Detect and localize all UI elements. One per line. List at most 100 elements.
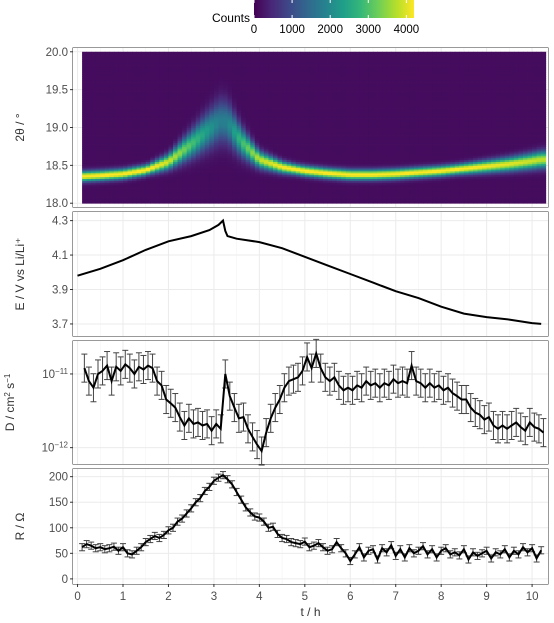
heatmap-cell <box>359 127 365 130</box>
heatmap-cell <box>286 57 292 60</box>
heatmap-cell <box>213 152 219 155</box>
heatmap-cell <box>318 99 324 102</box>
heatmap-cell <box>341 150 347 153</box>
heatmap-cell <box>263 186 269 189</box>
heatmap-cell <box>323 87 328 91</box>
heatmap-cell <box>191 159 197 162</box>
heatmap-cell <box>104 193 110 197</box>
heatmap-cell <box>291 57 297 60</box>
heatmap-cell <box>195 118 201 121</box>
heatmap-cell <box>209 57 215 60</box>
heatmap-cell <box>263 127 269 130</box>
heatmap-cell <box>150 89 156 92</box>
heatmap-cell <box>150 102 156 106</box>
heatmap-cell <box>263 53 269 56</box>
heatmap-cell <box>254 70 260 73</box>
heatmap-cell <box>345 140 351 144</box>
heatmap-cell <box>273 157 278 161</box>
heatmap-cell <box>254 82 260 85</box>
heatmap-cell <box>82 97 88 100</box>
heatmap-cell <box>123 108 128 111</box>
heatmap-cell <box>295 95 301 98</box>
heatmap-cell <box>145 97 151 100</box>
heatmap-cell <box>313 142 319 145</box>
heatmap-cell <box>318 140 324 144</box>
heatmap-cell <box>309 102 315 106</box>
heatmap-cell <box>118 123 124 126</box>
heatmap-cell <box>241 82 247 85</box>
heatmap-cell <box>136 186 142 189</box>
heatmap-cell <box>95 102 101 106</box>
heatmap-cell <box>354 129 360 132</box>
heatmap-cell <box>100 127 106 130</box>
heatmap-cell <box>254 89 260 92</box>
heatmap-cell <box>209 189 215 193</box>
heatmap-cell <box>213 72 219 75</box>
heatmap-cell <box>132 171 138 174</box>
heatmap-cell <box>309 155 315 159</box>
heatmap-cell <box>273 193 278 197</box>
heatmap-cell <box>254 99 260 102</box>
heatmap-cell <box>82 191 88 195</box>
heatmap-cell <box>277 195 283 198</box>
heatmap-cell <box>173 201 178 204</box>
heatmap-cell <box>204 76 210 79</box>
heatmap-cell <box>141 110 147 113</box>
heatmap-cell <box>113 142 119 145</box>
heatmap-cell <box>191 121 197 125</box>
heatmap-cell <box>300 161 306 164</box>
heatmap-cell <box>295 176 301 179</box>
heatmap-cell <box>227 159 233 162</box>
heatmap-cell <box>291 171 297 174</box>
heatmap-cell <box>173 102 178 106</box>
heatmap-cell <box>341 65 347 68</box>
heatmap-cell <box>186 83 192 87</box>
heatmap-cell <box>291 161 297 164</box>
heatmap-cell <box>113 180 119 183</box>
heatmap-cell <box>136 76 142 79</box>
heatmap-cell <box>354 188 360 191</box>
heatmap-cell <box>304 197 310 200</box>
heatmap-cell <box>104 99 110 102</box>
heatmap-cell <box>291 125 297 128</box>
heatmap-cell <box>91 102 97 106</box>
heatmap-cell <box>159 106 165 109</box>
heatmap-cell <box>354 66 360 70</box>
heatmap-cell <box>195 159 201 162</box>
heatmap-cell <box>213 99 219 102</box>
heatmap-cell <box>218 61 224 64</box>
heatmap-cell <box>132 165 138 168</box>
heatmap-cell <box>141 51 147 55</box>
heatmap-cell <box>345 93 351 96</box>
heatmap-cell <box>254 123 260 126</box>
heatmap-cell <box>277 61 283 64</box>
heatmap-cell <box>86 188 92 191</box>
heatmap-cell <box>191 136 197 140</box>
heatmap-cell <box>86 97 92 100</box>
heatmap-cell <box>186 176 192 179</box>
heatmap-cell <box>195 95 201 98</box>
heatmap-cell <box>227 116 233 119</box>
heatmap-cell <box>163 63 169 66</box>
heatmap-cell <box>200 91 206 94</box>
heatmap-cell <box>177 108 183 111</box>
heatmap-cell <box>263 82 269 85</box>
heatmap-cell <box>163 83 169 87</box>
heatmap-cell <box>250 95 256 98</box>
heatmap-cell <box>159 104 165 108</box>
heatmap-cell <box>245 167 251 170</box>
heatmap-cell <box>282 104 288 108</box>
heatmap-cell <box>154 197 160 200</box>
heatmap-cell <box>250 180 256 183</box>
heatmap-cell <box>218 163 224 166</box>
heatmap-cell <box>318 65 324 68</box>
heatmap-cell <box>327 68 333 72</box>
heatmap-cell <box>236 169 242 172</box>
heatmap-cell <box>91 123 97 126</box>
heatmap-cell <box>323 95 328 98</box>
heatmap-cell <box>136 171 142 174</box>
heatmap-cell <box>82 193 88 197</box>
heatmap-cell <box>327 163 333 166</box>
heatmap-cell <box>318 112 324 115</box>
